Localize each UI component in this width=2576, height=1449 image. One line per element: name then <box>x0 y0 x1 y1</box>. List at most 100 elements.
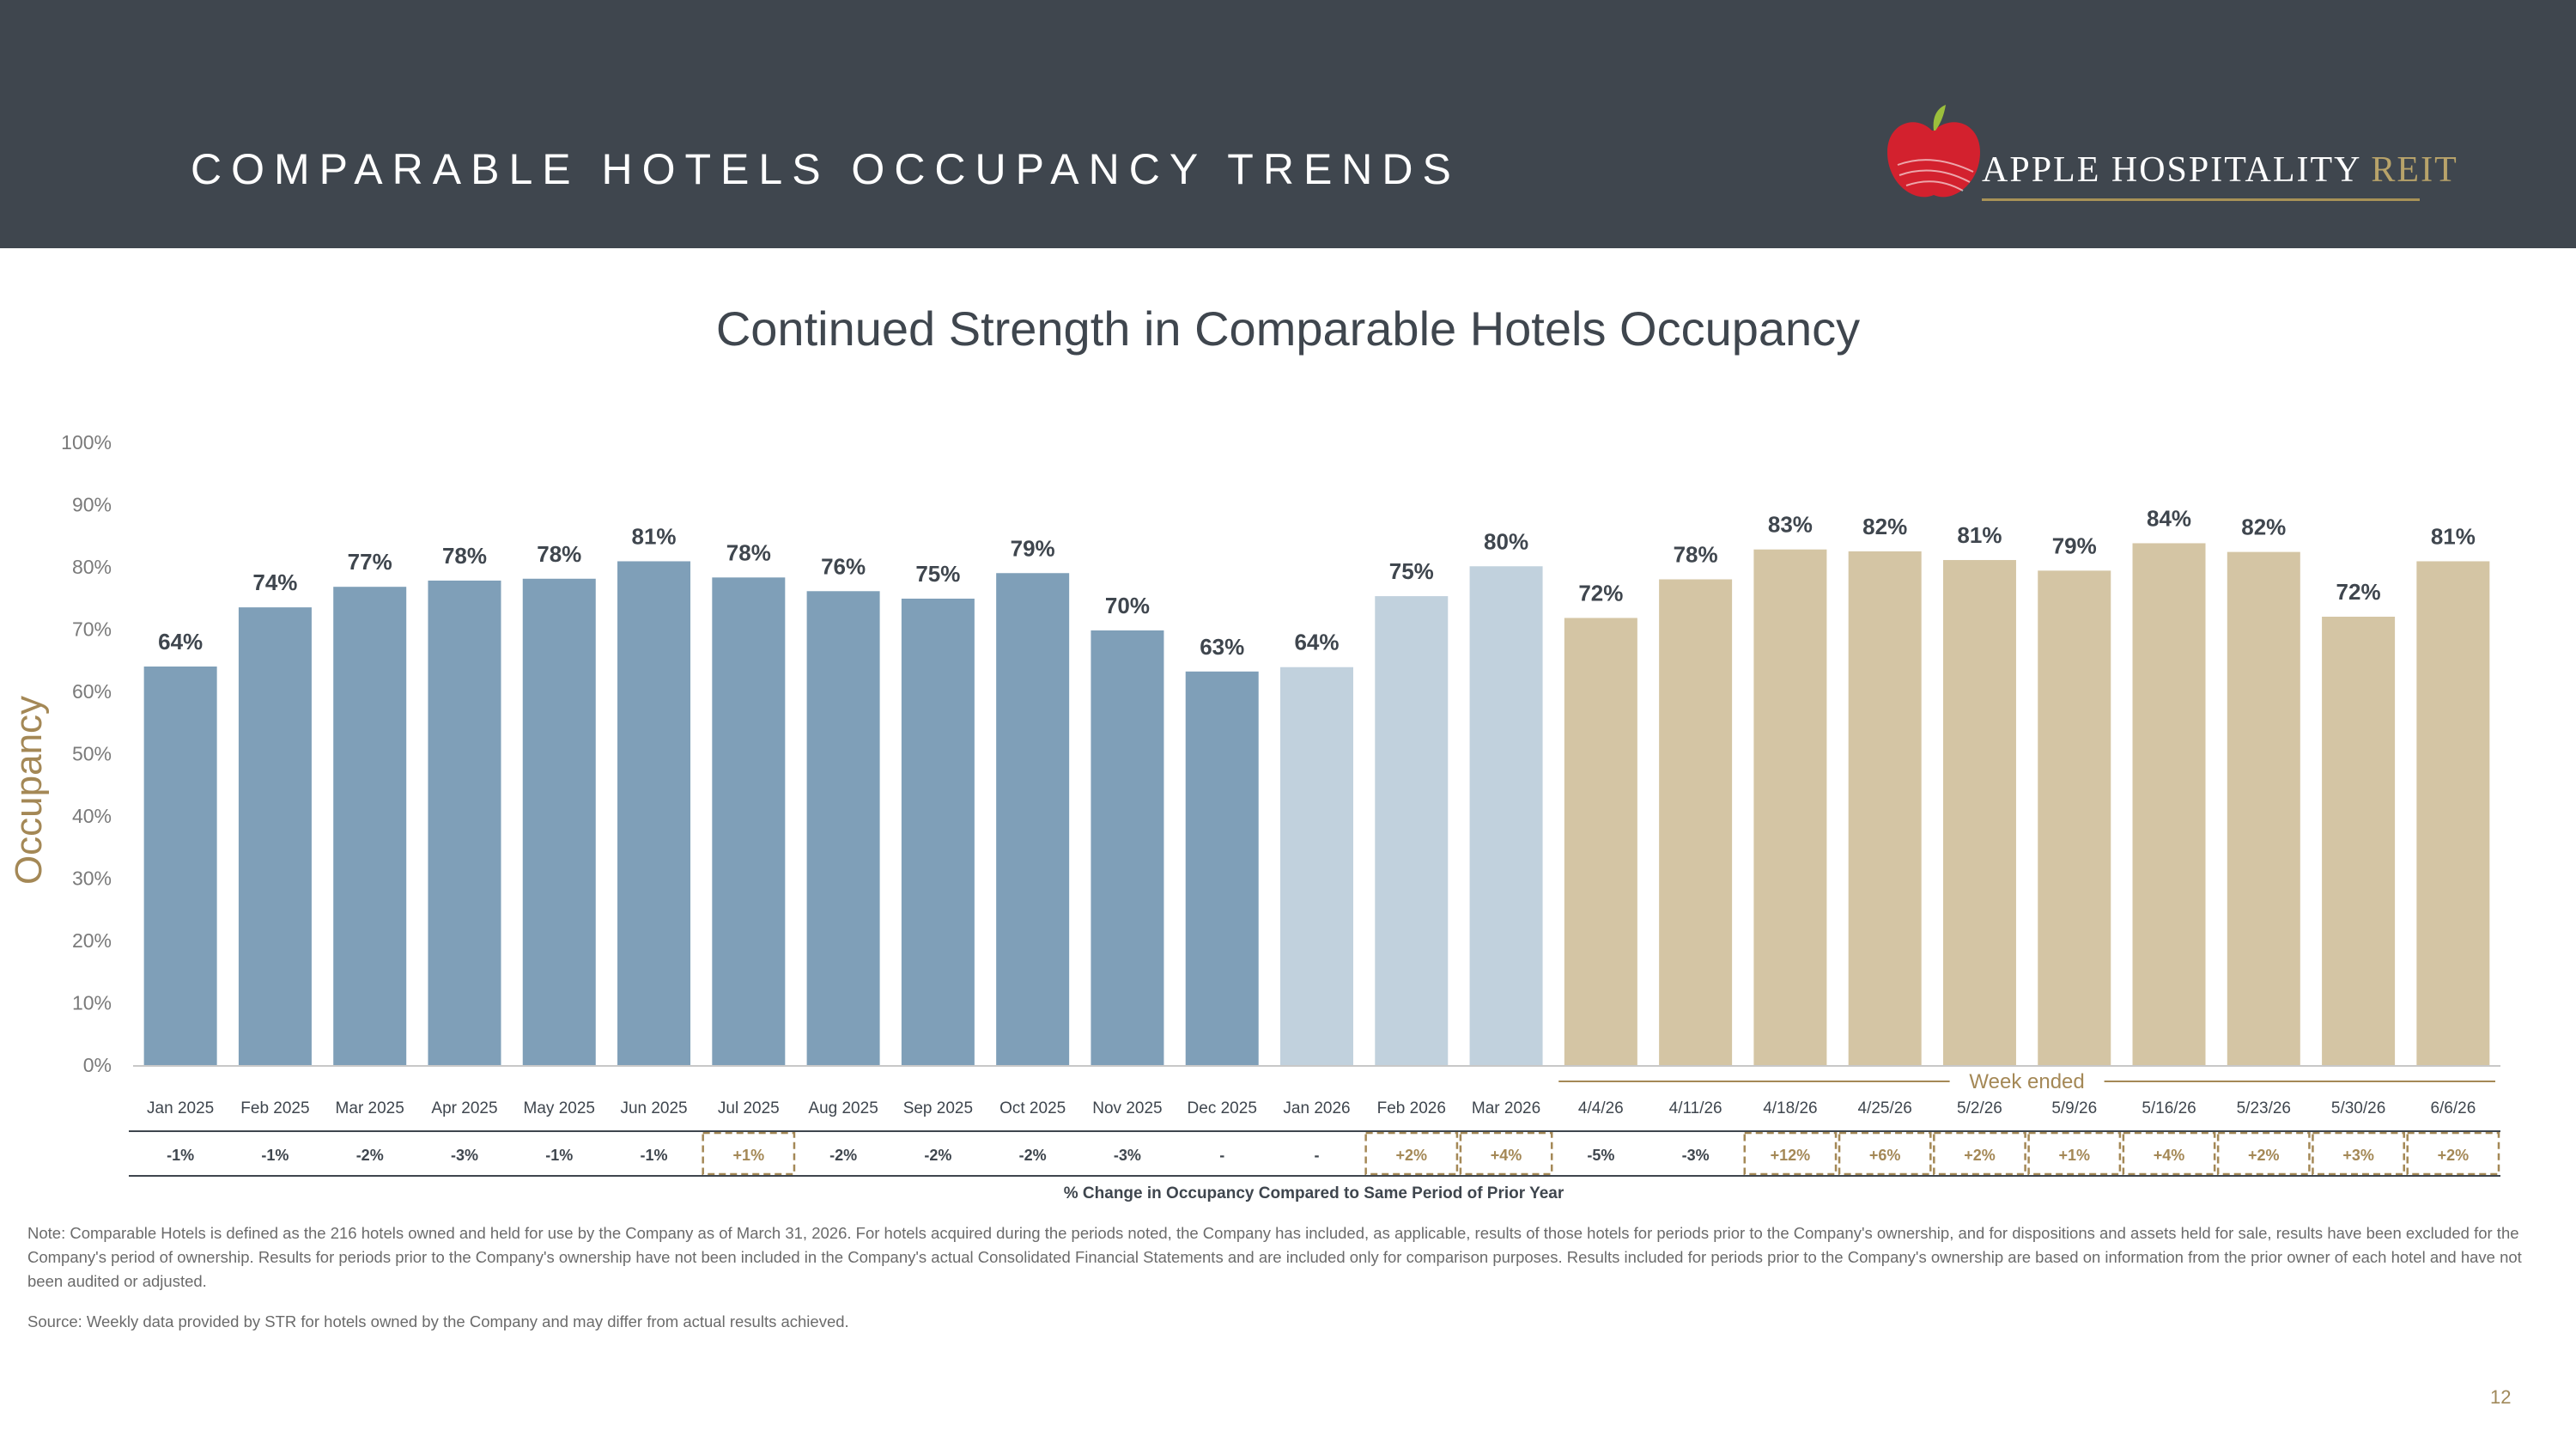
data-label: 80% <box>1484 528 1528 554</box>
y-tick-label: 40% <box>72 805 112 827</box>
x-tick-label: Feb 2025 <box>240 1099 309 1117</box>
data-label: 63% <box>1200 634 1244 660</box>
change-value: -3% <box>1682 1147 1710 1164</box>
bar <box>1469 566 1543 1065</box>
data-label: 77% <box>348 549 392 575</box>
y-tick-label: 20% <box>72 929 112 952</box>
data-label: 75% <box>915 561 960 587</box>
week-ended-label: Week ended <box>1969 1070 2084 1093</box>
data-label: 64% <box>1294 630 1339 655</box>
y-tick-label: 60% <box>72 680 112 703</box>
change-highlight-box <box>1743 1131 1838 1176</box>
x-tick-label: 5/16/26 <box>2142 1099 2196 1117</box>
x-tick-label: Mar 2025 <box>336 1099 404 1117</box>
change-value: -3% <box>1114 1147 1141 1164</box>
bar <box>901 598 975 1065</box>
bar <box>1564 618 1637 1065</box>
page-number: 12 <box>2490 1386 2512 1408</box>
logo-underline <box>1982 198 2420 201</box>
y-tick-label: 90% <box>72 494 112 516</box>
change-highlight-box <box>2027 1131 2122 1176</box>
change-value: +12% <box>1771 1147 1811 1164</box>
bar <box>712 577 786 1065</box>
bar <box>333 587 407 1065</box>
data-label: 75% <box>1389 558 1434 584</box>
x-tick-label: Apr 2025 <box>431 1099 497 1117</box>
bar <box>1375 596 1449 1065</box>
data-label: 84% <box>2147 505 2191 531</box>
change-value: +4% <box>2154 1147 2185 1164</box>
data-label: 83% <box>1768 512 1813 538</box>
y-tick-label: 80% <box>72 556 112 578</box>
bar <box>2038 570 2111 1065</box>
change-value: -2% <box>1019 1147 1047 1164</box>
change-value: - <box>1219 1147 1224 1164</box>
data-label: 72% <box>1578 580 1623 606</box>
x-tick-label: Jul 2025 <box>718 1099 780 1117</box>
change-value: +2% <box>2438 1147 2470 1164</box>
bar <box>1753 549 1827 1065</box>
data-label: 79% <box>2052 533 2097 558</box>
data-label: 78% <box>537 541 581 567</box>
bar <box>1280 667 1353 1065</box>
logo-main-text: APPLE HOSPITALITY <box>1982 150 2360 190</box>
change-highlight-box <box>702 1131 796 1176</box>
data-label: 74% <box>252 569 297 595</box>
change-highlight-box <box>1933 1131 2026 1176</box>
data-label: 81% <box>1957 522 2002 548</box>
data-label: 79% <box>1011 535 1055 561</box>
change-highlight-box <box>1364 1131 1459 1176</box>
x-tick-label: Feb 2026 <box>1377 1099 1446 1117</box>
source-note: Source: Weekly data provided by STR for … <box>27 1312 849 1330</box>
change-caption: % Change in Occupancy Compared to Same P… <box>1064 1184 1564 1202</box>
change-value: -1% <box>545 1147 573 1164</box>
x-tick-label: 6/6/26 <box>2430 1099 2476 1117</box>
bar <box>2322 617 2396 1065</box>
y-tick-label: 100% <box>61 431 112 454</box>
company-logo: APPLE HOSPITALITY REIT <box>1982 149 2458 191</box>
data-label: 78% <box>442 543 487 569</box>
bar <box>143 667 217 1065</box>
bar <box>1942 560 2016 1065</box>
x-tick-label: 4/18/26 <box>1763 1099 1817 1117</box>
data-label: 82% <box>1862 514 1907 539</box>
bar <box>996 573 1070 1065</box>
x-tick-label: Aug 2025 <box>808 1099 878 1117</box>
x-tick-label: Oct 2025 <box>999 1099 1066 1117</box>
change-value: -5% <box>1587 1147 1614 1164</box>
page-title: COMPARABLE HOTELS OCCUPANCY TRENDS <box>191 145 1461 193</box>
bar <box>2416 561 2490 1065</box>
bar <box>2227 551 2300 1065</box>
data-label: 81% <box>2431 523 2476 549</box>
y-tick-label: 50% <box>72 743 112 765</box>
data-label: 78% <box>1674 542 1718 568</box>
logo-accent-text: REIT <box>2371 150 2458 190</box>
change-value: +2% <box>1964 1147 1996 1164</box>
change-value: -3% <box>451 1147 478 1164</box>
bar <box>1185 671 1259 1065</box>
change-value: +1% <box>2058 1147 2090 1164</box>
change-highlight-box <box>2216 1131 2311 1176</box>
change-value: - <box>1315 1147 1320 1164</box>
change-value: +6% <box>1869 1147 1901 1164</box>
bar <box>806 591 880 1065</box>
data-label: 81% <box>632 523 677 549</box>
data-label: 72% <box>2336 579 2381 605</box>
change-highlight-box <box>2122 1131 2216 1176</box>
change-value: +4% <box>1491 1147 1522 1164</box>
data-label: 64% <box>158 629 203 654</box>
change-value: -2% <box>924 1147 951 1164</box>
bar <box>1848 551 1922 1065</box>
change-value: +1% <box>733 1147 765 1164</box>
x-tick-label: Nov 2025 <box>1092 1099 1162 1117</box>
change-value: +2% <box>1396 1147 1428 1164</box>
x-tick-label: Jan 2026 <box>1283 1099 1350 1117</box>
apple-logo-icon <box>1887 105 1980 198</box>
change-value: -1% <box>261 1147 289 1164</box>
y-tick-label: 70% <box>72 618 112 641</box>
change-value: -1% <box>167 1147 194 1164</box>
bar <box>2132 543 2206 1065</box>
x-tick-label: 4/4/26 <box>1578 1099 1624 1117</box>
occupancy-bar-chart: 0% 10% 20% 30% 40% 50% 60% 70% 80% 90% 100% 64% Jan … <box>61 431 2500 1202</box>
x-tick-label: May 2025 <box>524 1099 595 1117</box>
